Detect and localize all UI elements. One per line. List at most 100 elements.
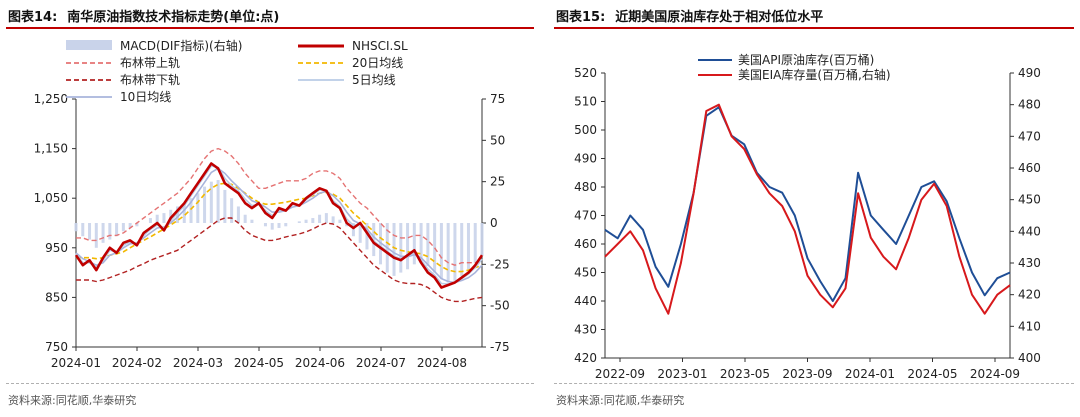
left-figure-panel: 图表14: 南华原油指数技术指标走势(单位:点) 750 850 950 1,050 1,… bbox=[6, 6, 534, 407]
macd-bar bbox=[243, 214, 247, 223]
y-right-tick-label: 0 bbox=[490, 216, 498, 230]
y-left-tick-label: 480 bbox=[574, 180, 597, 194]
x-tick-label: 2023-05 bbox=[720, 367, 770, 381]
macd-bar bbox=[196, 193, 200, 223]
macd-bar bbox=[365, 223, 369, 250]
macd-bar bbox=[74, 223, 78, 232]
series-line-美国EIA库存量 bbox=[604, 103, 1011, 315]
y-left-tick-label: 490 bbox=[574, 152, 597, 166]
right-figure-title: 图表15: 近期美国原油库存处于相对低位水平 bbox=[556, 6, 833, 25]
legend-label: 布林带上轨 bbox=[120, 56, 180, 70]
macd-bar bbox=[338, 219, 342, 223]
macd-bar bbox=[426, 223, 430, 266]
y-left-tick-label: 1,150 bbox=[34, 142, 68, 156]
macd-bar bbox=[115, 223, 119, 237]
series-line-NHSCI.SL bbox=[74, 162, 484, 289]
x-tick-label: 2024-01 bbox=[51, 356, 101, 370]
macd-bar bbox=[155, 214, 159, 223]
left-title-rule bbox=[6, 27, 534, 29]
y-right-tick-label: 490 bbox=[1018, 66, 1041, 80]
left-figure-title: 图表14: 南华原油指数技术指标走势(单位:点) bbox=[8, 6, 289, 25]
y-right-tick-label: 75 bbox=[490, 92, 505, 106]
macd-bar bbox=[203, 186, 207, 223]
legend-label: MACD(DIF指标)(右轴) bbox=[120, 38, 242, 53]
left-source-note: 资料来源:同花顺,华泰研究 bbox=[8, 394, 137, 407]
macd-bar bbox=[412, 223, 416, 265]
y-left-tick-label: 750 bbox=[45, 340, 68, 354]
macd-bar bbox=[176, 206, 179, 223]
macd-bar bbox=[331, 216, 335, 223]
macd-bar bbox=[101, 223, 105, 243]
macd-bar bbox=[236, 206, 240, 223]
y-right-tick-label: 430 bbox=[1018, 256, 1041, 270]
x-tick-label: 2024-03 bbox=[173, 356, 223, 370]
x-tick-label: 2024-02 bbox=[112, 356, 162, 370]
macd-bar bbox=[392, 223, 396, 276]
y-right-tick-label: -50 bbox=[490, 299, 510, 313]
macd-bar bbox=[345, 223, 349, 227]
macd-bar bbox=[284, 223, 288, 227]
left-source-rule bbox=[6, 383, 534, 384]
x-tick-label: 2024-08 bbox=[417, 356, 467, 370]
macd-bar bbox=[466, 223, 470, 270]
macd-bar bbox=[480, 223, 484, 257]
macd-bar bbox=[121, 223, 125, 232]
right-figure-panel: 图表15: 近期美国原油库存处于相对低位水平 420 430 440 450 460 470… bbox=[548, 0, 1080, 417]
legend-label: NHSCI.SL bbox=[352, 39, 408, 53]
y-right-tick-label: 470 bbox=[1018, 129, 1041, 143]
y-right-tick-label: 450 bbox=[1018, 193, 1041, 207]
x-tick-label: 2024-07 bbox=[356, 356, 406, 370]
y-right-tick-label: 25 bbox=[490, 175, 505, 189]
macd-bar bbox=[108, 223, 112, 240]
macd-bar bbox=[318, 214, 322, 223]
y-right-tick-label: -75 bbox=[490, 340, 510, 354]
macd-bar bbox=[250, 219, 254, 223]
series-line-10日均线 bbox=[75, 167, 483, 284]
legend-label: 10日均线 bbox=[120, 90, 171, 104]
macd-bar bbox=[209, 181, 213, 223]
y-left-tick-label: 500 bbox=[574, 123, 597, 137]
macd-bar bbox=[453, 223, 457, 281]
x-tick-label: 2023-09 bbox=[782, 367, 832, 381]
right-source-rule bbox=[554, 383, 1074, 384]
macd-bar bbox=[439, 223, 443, 280]
macd-bar bbox=[358, 223, 362, 243]
legend-label: 美国API原油库存(百万桶) bbox=[738, 52, 874, 67]
macd-bar bbox=[460, 223, 464, 276]
left-figure-caption: 南华原油指数技术指标走势(单位:点) bbox=[67, 10, 280, 25]
x-tick-label: 2023-01 bbox=[657, 367, 707, 381]
macd-bar bbox=[189, 198, 193, 223]
y-left-tick-label: 470 bbox=[574, 209, 597, 223]
macd-bar bbox=[419, 223, 423, 263]
y-left-tick-label: 440 bbox=[574, 294, 597, 308]
left-chart: 750 850 950 1,050 1,150 1,250 -75 -50 -25 0 25 50 75… bbox=[34, 38, 510, 370]
y-right-tick-label: 400 bbox=[1018, 351, 1041, 365]
legend-swatch bbox=[66, 40, 112, 50]
x-tick-label: 2024-05 bbox=[234, 356, 284, 370]
macd-bar bbox=[446, 223, 450, 283]
macd-bar bbox=[406, 223, 410, 270]
macd-bar bbox=[223, 189, 227, 223]
macd-bar bbox=[473, 223, 477, 263]
series-line-美国API原油库存 bbox=[604, 106, 1011, 302]
macd-bar bbox=[351, 223, 355, 237]
x-tick-label: 2024-05 bbox=[907, 367, 957, 381]
legend-label: 5日均线 bbox=[352, 73, 396, 87]
macd-bar bbox=[230, 198, 234, 223]
y-left-tick-label: 450 bbox=[574, 266, 597, 280]
macd-bar bbox=[277, 223, 281, 228]
macd-bar bbox=[297, 221, 301, 223]
macd-bar bbox=[128, 223, 132, 228]
macd-bar bbox=[304, 219, 308, 223]
y-left-tick-label: 950 bbox=[45, 241, 68, 255]
y-left-tick-label: 850 bbox=[45, 290, 68, 304]
legend-label: 美国EIA库存量(百万桶,右轴) bbox=[738, 67, 891, 82]
right-chart: 420 430 440 450 460 470 480 490 500 510 520 400 410 4… bbox=[574, 52, 1041, 381]
y-left-tick-label: 1,250 bbox=[34, 92, 68, 106]
series-line-布林带下轨 bbox=[76, 217, 483, 303]
right-title-rule bbox=[554, 27, 1074, 29]
y-left-tick-label: 430 bbox=[574, 323, 597, 337]
y-right-tick-label: -25 bbox=[490, 257, 510, 271]
y-right-tick-label: 420 bbox=[1018, 288, 1041, 302]
right-source-note: 资料来源:同花顺,华泰研究 bbox=[556, 394, 685, 407]
